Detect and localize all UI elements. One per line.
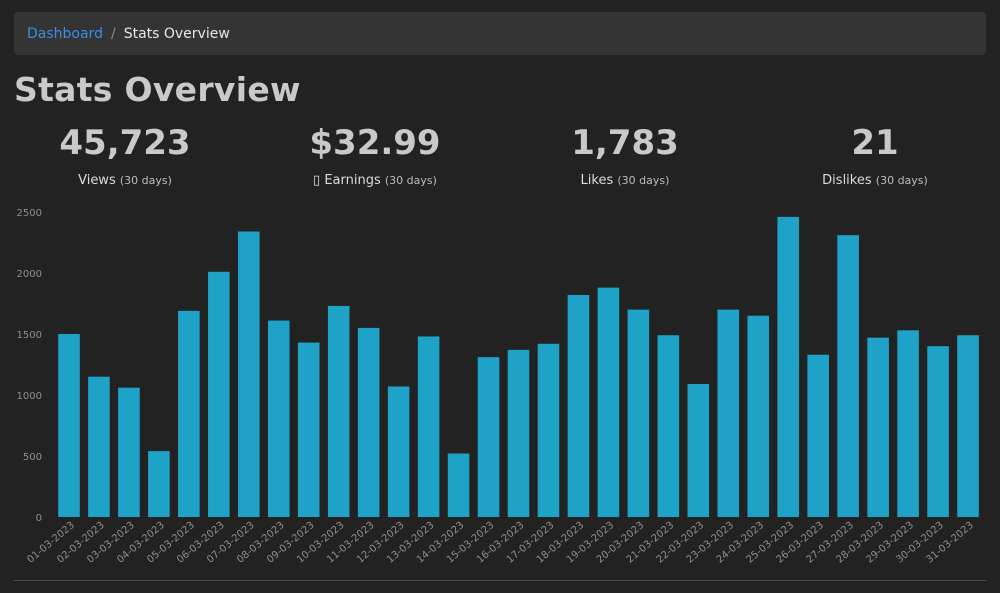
stat-views-label: Views <box>78 173 116 188</box>
stat-dislikes-label: Dislikes <box>822 173 872 188</box>
bar-31-03-2023 <box>957 335 979 517</box>
bar-30-03-2023 <box>927 346 949 517</box>
stat-likes-caption: Likes (30 days) <box>500 173 750 188</box>
y-tick-label: 2500 <box>17 208 42 219</box>
page-title: Stats Overview <box>14 70 301 109</box>
stat-likes-value: 1,783 <box>571 123 679 163</box>
bottom-divider <box>14 580 986 581</box>
bar-26-03-2023 <box>807 354 829 517</box>
stat-likes: 1,783 Likes (30 days) <box>500 120 750 188</box>
breadcrumb-dashboard-link[interactable]: Dashboard <box>27 25 103 42</box>
bar-23-03-2023 <box>717 309 740 517</box>
bar-20-03-2023 <box>627 309 650 517</box>
bar-10-03-2023 <box>327 305 350 517</box>
bar-28-03-2023 <box>867 337 889 517</box>
views-bar-chart: 0 500 1000 1500 2000 2500 01-03-202302-03-202… <box>17 208 979 566</box>
bar-25-03-2023 <box>777 216 799 517</box>
bar-24-03-2023 <box>747 315 770 517</box>
bar-08-03-2023 <box>267 320 290 517</box>
bar-11-03-2023 <box>357 327 380 517</box>
bar-02-03-2023 <box>88 376 110 517</box>
stat-likes-label: Likes <box>580 173 614 188</box>
y-tick-label: 0 <box>36 513 42 524</box>
bar-27-03-2023 <box>837 235 859 517</box>
bar-22-03-2023 <box>687 384 710 517</box>
bar-14-03-2023 <box>447 453 470 517</box>
stat-views-period: (30 days) <box>119 174 172 187</box>
stat-dislikes-value: 21 <box>851 123 899 163</box>
stat-dislikes-period: (30 days) <box>875 174 928 187</box>
stat-earnings: $32.99 ▯ Earnings (30 days) <box>250 120 500 188</box>
bar-13-03-2023 <box>417 336 440 517</box>
breadcrumb: Dashboard / Stats Overview <box>14 12 986 55</box>
stat-earnings-label: ▯ Earnings <box>313 173 381 188</box>
stat-earnings-caption: ▯ Earnings (30 days) <box>250 173 500 188</box>
y-axis: 0 500 1000 1500 2000 2500 <box>17 208 42 524</box>
stat-dislikes-caption: Dislikes (30 days) <box>750 173 1000 188</box>
bar-01-03-2023 <box>58 334 80 517</box>
bar-18-03-2023 <box>567 294 590 517</box>
bar-16-03-2023 <box>507 349 530 517</box>
bar-07-03-2023 <box>238 231 260 517</box>
bar-05-03-2023 <box>178 310 200 517</box>
bar-03-03-2023 <box>118 387 140 517</box>
breadcrumb-separator: / <box>110 25 116 42</box>
bar-04-03-2023 <box>148 451 170 517</box>
bar-15-03-2023 <box>477 357 500 517</box>
bar-series <box>58 216 979 517</box>
bar-09-03-2023 <box>297 342 320 517</box>
breadcrumb-current: Stats Overview <box>123 25 230 42</box>
bar-21-03-2023 <box>657 335 680 517</box>
bar-12-03-2023 <box>387 386 410 517</box>
y-tick-label: 1500 <box>17 330 42 341</box>
stat-likes-period: (30 days) <box>617 174 670 187</box>
bar-19-03-2023 <box>597 287 620 517</box>
stat-earnings-value: $32.99 <box>309 123 441 163</box>
stat-views-caption: Views (30 days) <box>0 173 250 188</box>
stat-dislikes: 21 Dislikes (30 days) <box>750 120 1000 188</box>
stat-earnings-period: (30 days) <box>384 174 437 187</box>
y-tick-label: 500 <box>23 452 42 463</box>
y-tick-label: 1000 <box>17 391 42 402</box>
stat-views-value: 45,723 <box>59 123 191 163</box>
x-axis: 01-03-202302-03-202303-03-202304-03-2023… <box>25 520 976 566</box>
y-tick-label: 2000 <box>17 269 42 280</box>
stat-views: 45,723 Views (30 days) <box>0 120 250 188</box>
bar-06-03-2023 <box>208 271 230 517</box>
bar-29-03-2023 <box>897 330 919 517</box>
bar-17-03-2023 <box>537 343 560 517</box>
